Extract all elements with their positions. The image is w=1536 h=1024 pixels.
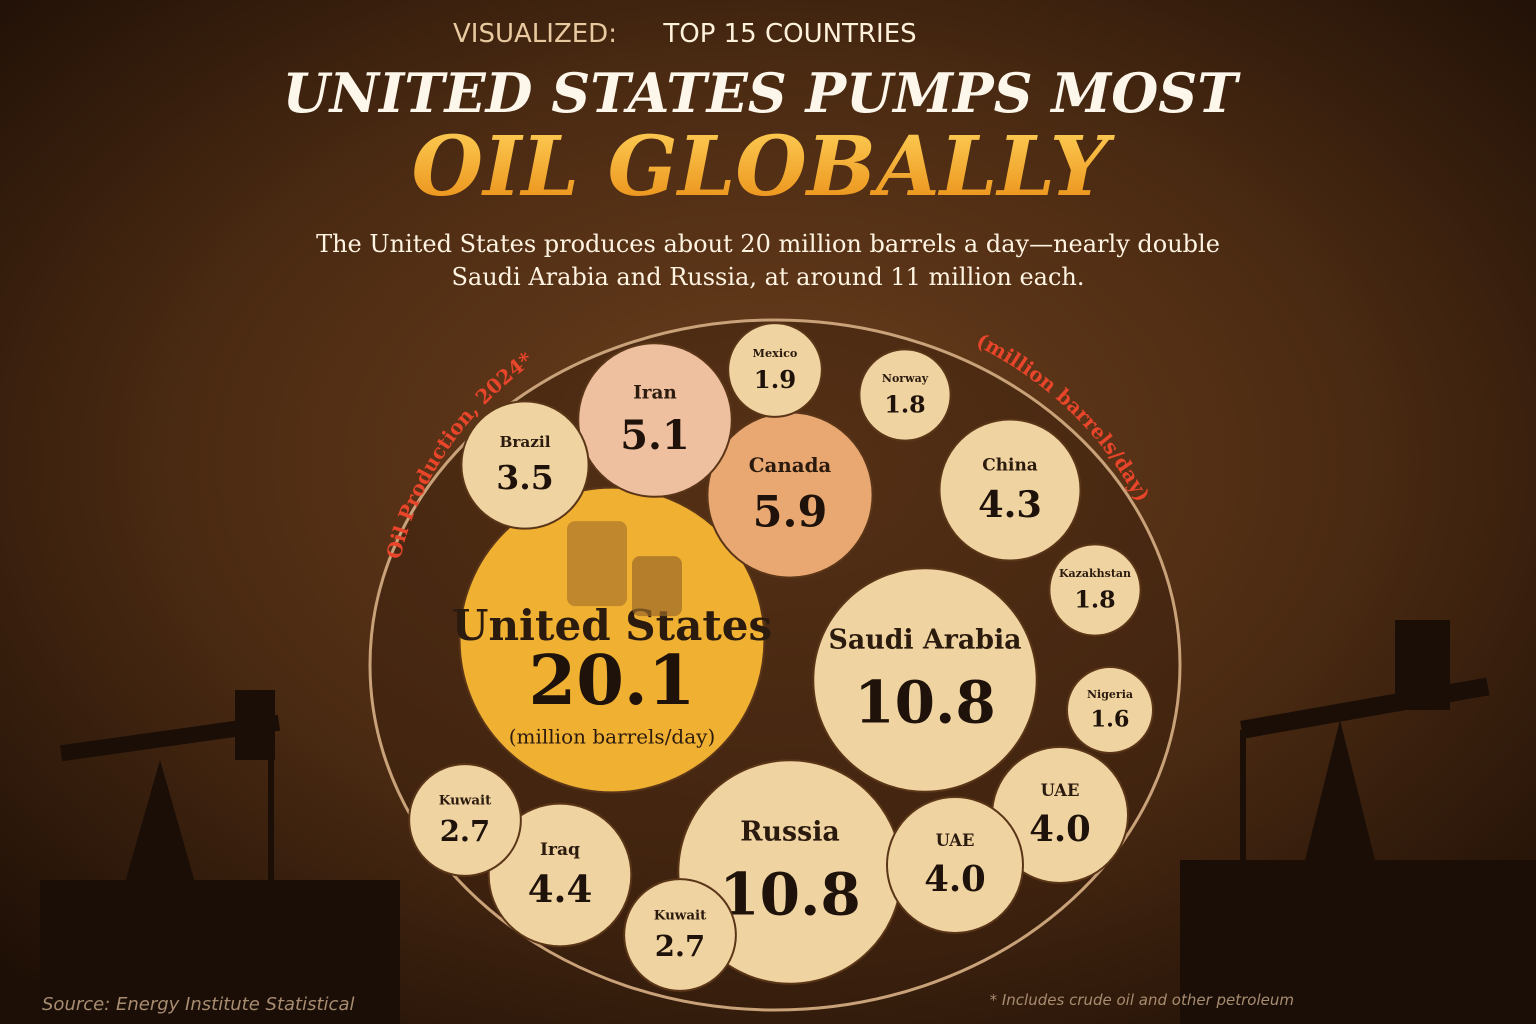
- bubble-value: 1.8: [1074, 585, 1115, 613]
- bubble: [1048, 543, 1142, 637]
- bubble-label: Kazakhstan: [1059, 567, 1131, 580]
- kicker-highlight: TOP 15 COUNTRIES: [662, 19, 916, 49]
- bubble-value: 4.0: [1029, 809, 1091, 850]
- pumpjack-right: [1180, 620, 1536, 1024]
- barrel-icon: [632, 556, 682, 617]
- bubble-value: 5.1: [620, 413, 689, 459]
- bubble-value: 20.1: [528, 641, 695, 721]
- footnote: * Includes crude oil and other petroleum: [990, 991, 1294, 1009]
- subtitle-line: Saudi Arabia and Russia, at around 11 mi…: [451, 263, 1084, 291]
- bubble: [458, 486, 766, 794]
- bubble: [487, 802, 633, 948]
- bubble: [886, 796, 1024, 934]
- bubble-label: Canada: [749, 453, 832, 477]
- bubble-label: Saudi Arabia: [829, 625, 1022, 656]
- unit-label: (million barrels/day): [509, 725, 716, 749]
- bubble-value: 5.9: [753, 487, 828, 537]
- bubble-label: Nigeria: [1087, 688, 1133, 701]
- bubble-label: UAE: [1041, 781, 1080, 800]
- bubble-label: Iran: [633, 383, 677, 404]
- bubble-value: 1.9: [754, 365, 796, 394]
- bubble: [460, 400, 590, 530]
- bubble: [577, 342, 733, 498]
- subtitle-line: The United States produces about 20 mill…: [316, 230, 1220, 258]
- bubble-label: Kuwait: [654, 907, 707, 923]
- barrel-icon: [567, 521, 627, 607]
- bubble-label: United States: [452, 600, 772, 650]
- bubble-value: 4.4: [528, 867, 593, 911]
- bubble-label: Iraq: [540, 840, 580, 860]
- bubble-label: Kuwait: [439, 792, 492, 808]
- bubble-value: 4.3: [978, 483, 1042, 526]
- bubble: [623, 878, 737, 992]
- bubble-value: 2.7: [440, 814, 491, 848]
- bubble-value: 1.6: [1091, 706, 1130, 732]
- bubble: [938, 418, 1082, 562]
- bubble-label: Norway: [882, 372, 929, 385]
- bubble-value: 1.8: [884, 390, 925, 418]
- bubble-value: 10.8: [854, 667, 996, 736]
- bubble: [812, 567, 1038, 793]
- bubble-label: Brazil: [499, 433, 550, 451]
- bubble: [1065, 665, 1155, 755]
- bubble-label: Russia: [740, 817, 839, 848]
- bubble-label: Mexico: [753, 346, 798, 360]
- bubble-value: 10.8: [719, 859, 861, 928]
- bubble-value: 3.5: [496, 458, 554, 497]
- bubble-label: China: [982, 454, 1037, 474]
- title-highlight: OIL GLOBALLY: [412, 119, 1116, 215]
- pumpjack-left: [40, 690, 400, 1024]
- bubble-value: 4.0: [924, 859, 986, 900]
- title: UNITED STATES PUMPS MOST: [283, 61, 1242, 125]
- source: Source: Energy Institute Statistical: [42, 994, 354, 1015]
- bubble: [408, 763, 522, 877]
- bubble: [727, 322, 823, 418]
- bubble-value: 2.7: [655, 929, 706, 963]
- bubble-label: UAE: [936, 831, 975, 850]
- bubble: [858, 348, 952, 442]
- kicker: VISUALIZED:: [453, 19, 617, 49]
